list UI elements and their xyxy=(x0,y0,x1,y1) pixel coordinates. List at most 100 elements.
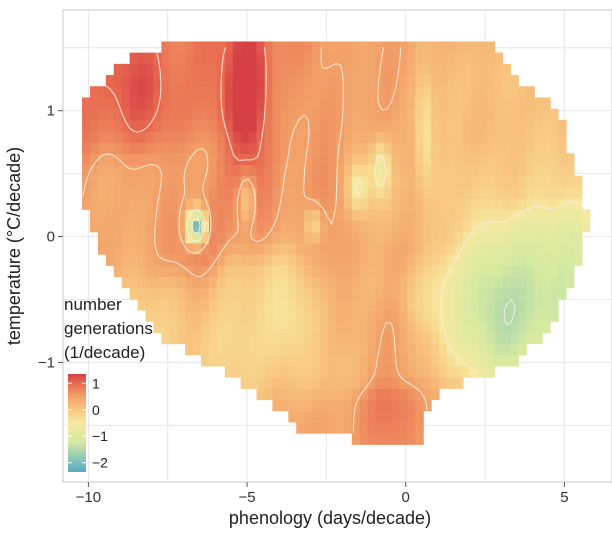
heatmap-cell xyxy=(407,343,416,356)
heatmap-cell xyxy=(105,231,115,244)
heatmap-cell xyxy=(359,365,369,378)
heatmap-cell xyxy=(423,186,432,199)
heatmap-cell xyxy=(201,354,210,367)
heatmap-cell xyxy=(383,142,393,154)
heatmap-cell xyxy=(312,421,321,434)
heatmap-cell xyxy=(415,108,424,121)
heatmap-cell xyxy=(304,354,313,367)
heatmap-cell xyxy=(462,354,472,367)
heatmap-cell xyxy=(502,343,512,356)
heatmap-cell xyxy=(351,377,361,389)
heatmap-cell xyxy=(526,153,535,166)
heatmap-cell xyxy=(288,388,297,401)
heatmap-cell xyxy=(208,265,218,278)
heatmap-cell xyxy=(288,377,297,389)
heatmap-cell xyxy=(573,242,583,255)
heatmap-cell xyxy=(312,209,321,222)
heatmap-cell xyxy=(399,343,408,356)
heatmap-cell xyxy=(470,75,480,87)
heatmap-cell xyxy=(351,276,361,289)
heatmap-cell xyxy=(216,321,226,333)
heatmap-cell xyxy=(391,142,400,154)
heatmap-cell xyxy=(526,276,535,289)
heatmap-cell xyxy=(542,130,551,143)
heatmap-cell xyxy=(264,108,274,121)
heatmap-cell xyxy=(201,276,210,289)
heatmap-cell xyxy=(272,186,281,199)
heatmap-cell xyxy=(193,265,202,278)
heatmap-cell xyxy=(224,365,234,378)
heatmap-cell xyxy=(526,142,535,154)
heatmap-cell xyxy=(359,343,369,356)
heatmap-cell xyxy=(224,242,234,255)
heatmap-cell xyxy=(454,265,464,278)
heatmap-cell xyxy=(415,153,424,166)
heatmap-cell xyxy=(494,164,504,177)
heatmap-cell xyxy=(193,343,202,356)
heatmap-cell xyxy=(320,41,329,54)
heatmap-cell xyxy=(288,175,297,188)
heatmap-cell xyxy=(327,377,337,389)
heatmap-cell xyxy=(320,186,329,199)
heatmap-cell xyxy=(486,86,496,99)
heatmap-cell xyxy=(232,220,242,233)
heatmap-cell xyxy=(216,108,226,121)
heatmap-cell xyxy=(383,242,393,255)
heatmap-cell xyxy=(351,242,361,255)
color-legend: number generations (1/decade) 10−1−2 xyxy=(64,295,153,472)
contour-line xyxy=(186,154,586,376)
heatmap-cell xyxy=(383,343,393,356)
heatmap-cell xyxy=(526,209,535,222)
heatmap-cell xyxy=(169,321,178,333)
heatmap-cell xyxy=(399,186,408,199)
heatmap-cell xyxy=(399,209,408,222)
heatmap-cell xyxy=(399,433,408,445)
heatmap-cell xyxy=(478,343,488,356)
heatmap-cell xyxy=(240,142,250,154)
heatmap-cell xyxy=(304,421,313,434)
heatmap-cell xyxy=(288,97,297,110)
heatmap-cell xyxy=(494,332,504,345)
heatmap-cell xyxy=(264,209,274,222)
heatmap-cell xyxy=(375,164,385,177)
heatmap-cell xyxy=(240,265,250,278)
heatmap-cell xyxy=(446,265,456,278)
heatmap-cell xyxy=(439,63,448,76)
heatmap-cell xyxy=(399,321,408,333)
heatmap-cell xyxy=(121,142,131,154)
heatmap-cell xyxy=(351,298,361,311)
heatmap-cell xyxy=(359,254,369,266)
heatmap-cell xyxy=(431,75,440,87)
heatmap-cell xyxy=(478,86,488,99)
heatmap-cell xyxy=(153,321,162,333)
heatmap-cell xyxy=(121,63,131,76)
heatmap-cell xyxy=(137,242,147,255)
heatmap-cell xyxy=(121,198,131,210)
heatmap-cell xyxy=(407,309,416,322)
heatmap-cell xyxy=(454,63,464,76)
heatmap-cell xyxy=(161,276,170,289)
heatmap-cell xyxy=(565,254,575,266)
heatmap-cell xyxy=(169,175,178,188)
heatmap-cell xyxy=(129,198,139,210)
heatmap-cell xyxy=(565,265,575,278)
heatmap-cell xyxy=(558,231,567,244)
heatmap-cell xyxy=(383,276,393,289)
heatmap-cell xyxy=(280,298,289,311)
heatmap-cell xyxy=(153,75,162,87)
heatmap-cell xyxy=(304,63,313,76)
heatmap-cell xyxy=(470,108,480,121)
heatmap-cell xyxy=(327,119,337,132)
heatmap-cell xyxy=(145,298,155,311)
heatmap-cell xyxy=(224,321,234,333)
heatmap-cell xyxy=(335,164,345,177)
heatmap-cell xyxy=(129,254,139,266)
heatmap-cell xyxy=(558,119,567,132)
heatmap-cell xyxy=(478,254,488,266)
heatmap-cell xyxy=(558,254,567,266)
heatmap-cell xyxy=(359,209,369,222)
heatmap-cell xyxy=(343,287,353,300)
heatmap-cell xyxy=(232,309,242,322)
heatmap-cell xyxy=(137,142,147,154)
heatmap-cell xyxy=(383,209,393,222)
